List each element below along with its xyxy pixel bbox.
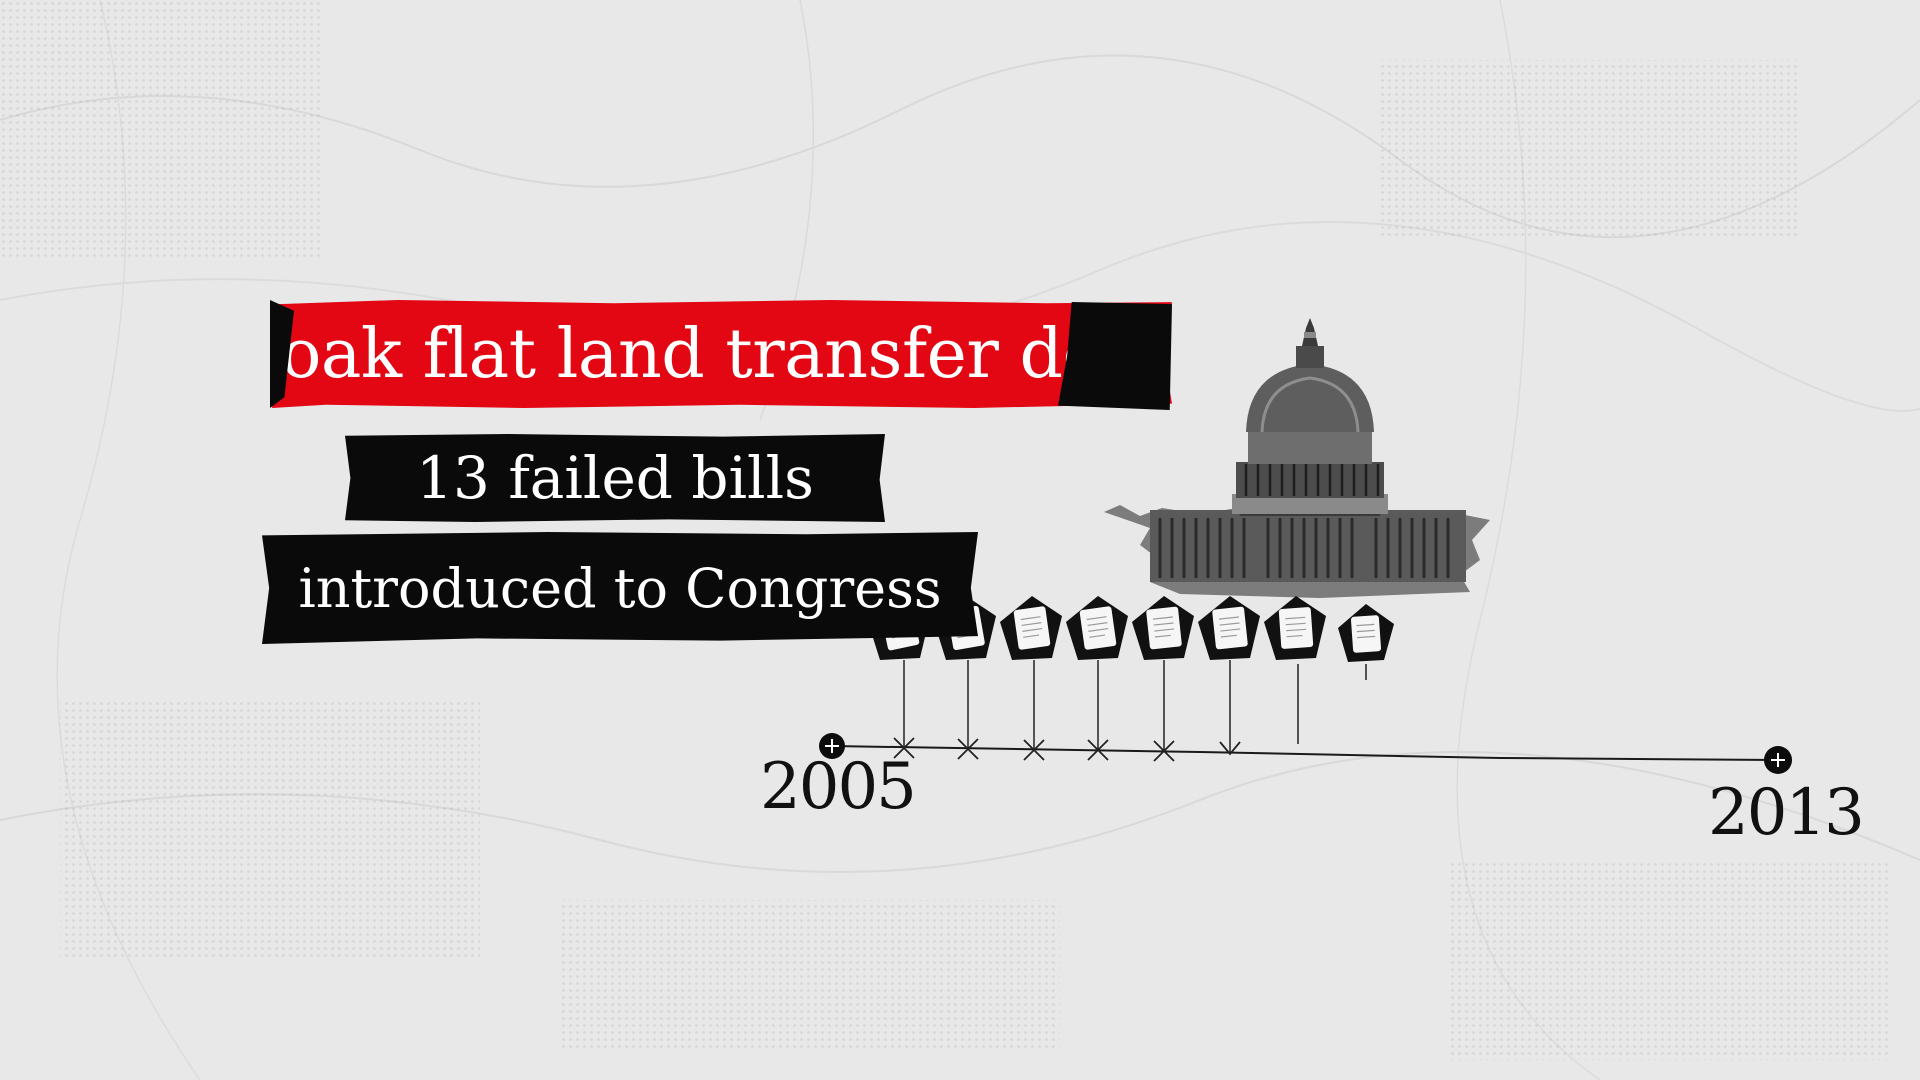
bill-document-8 xyxy=(1338,604,1394,662)
bill-document-3 xyxy=(1000,596,1062,660)
bills-count-text: 13 failed bills xyxy=(416,444,814,512)
failed-bill-markers xyxy=(893,737,1241,762)
bill-document-4 xyxy=(1066,596,1128,660)
bills-banner: 13 failed bills xyxy=(345,434,885,522)
title-banner-dark-edge xyxy=(1058,302,1172,410)
congress-banner: introduced to Congress xyxy=(262,532,978,644)
subtitle-text: introduced to Congress xyxy=(298,556,942,620)
capitol-building-image xyxy=(1104,318,1490,598)
title-text: oak flat land transfer deal xyxy=(280,314,1164,394)
title-banner: oak flat land transfer deal xyxy=(272,300,1172,408)
halftone-texture xyxy=(0,0,1890,1060)
drop-lines xyxy=(903,660,1367,752)
timeline-axis xyxy=(819,733,1792,774)
bill-document-5 xyxy=(1132,596,1194,660)
bill-document-6 xyxy=(1198,596,1260,660)
timeline-end-year: 2013 xyxy=(1708,776,1865,850)
bill-document-7 xyxy=(1264,596,1326,660)
timeline-start-year: 2005 xyxy=(760,750,917,824)
